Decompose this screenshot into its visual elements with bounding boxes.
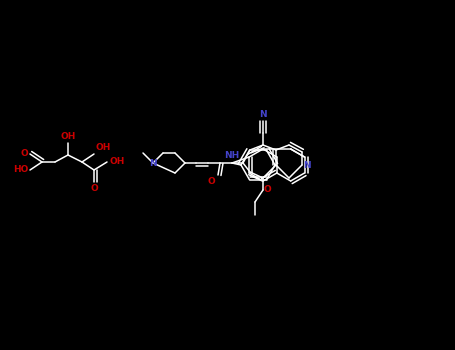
Text: N: N [259, 110, 267, 119]
Text: O: O [90, 184, 98, 193]
Text: N: N [303, 161, 311, 169]
Text: O: O [264, 186, 272, 195]
Text: O: O [20, 149, 28, 159]
Text: OH: OH [61, 132, 76, 141]
Text: NH: NH [224, 151, 240, 160]
Text: HO: HO [13, 166, 28, 175]
Text: N: N [149, 159, 157, 168]
Text: OH: OH [109, 158, 124, 167]
Text: OH: OH [96, 143, 111, 152]
Text: O: O [207, 177, 215, 186]
